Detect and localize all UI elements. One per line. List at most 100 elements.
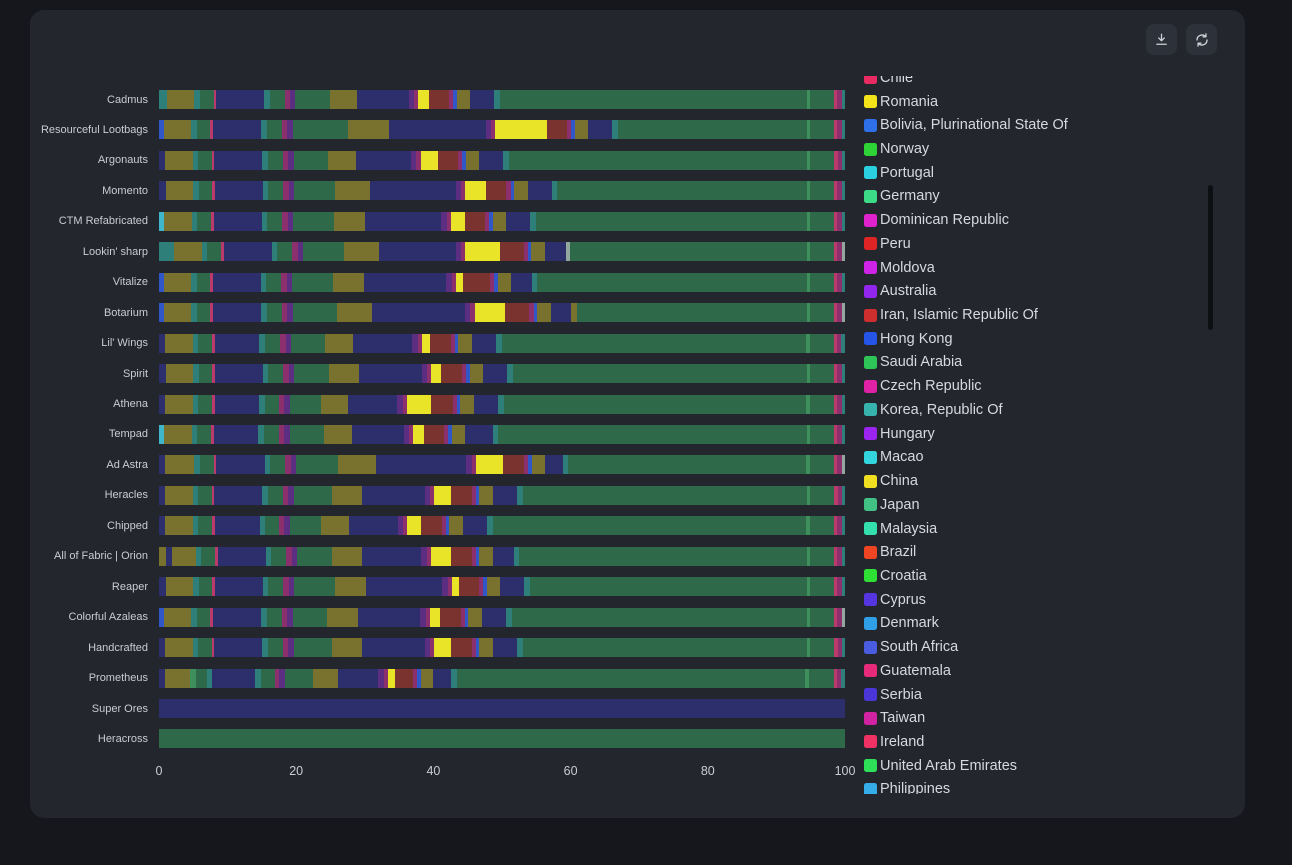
bar-segment[interactable] <box>285 333 292 353</box>
legend-item[interactable]: Macao <box>860 446 1228 470</box>
bar-segment[interactable] <box>214 150 263 170</box>
bar-segment[interactable] <box>806 516 810 536</box>
bar-segment[interactable] <box>810 272 835 292</box>
bar-segment[interactable] <box>837 455 842 475</box>
bar-segment[interactable] <box>617 120 807 140</box>
bar-segment[interactable] <box>355 150 411 170</box>
bar-segment[interactable] <box>371 303 465 323</box>
bar-segment[interactable] <box>207 242 221 262</box>
bar-segment[interactable] <box>426 546 431 566</box>
bar-segment[interactable] <box>165 516 193 536</box>
bar-segment[interactable] <box>292 242 298 262</box>
bar-segment[interactable] <box>494 272 498 292</box>
bar-segment[interactable] <box>191 272 197 292</box>
bar-segment[interactable] <box>531 272 538 292</box>
bar-segment[interactable] <box>420 150 438 170</box>
bar-segment[interactable] <box>472 333 497 353</box>
bar-segment[interactable] <box>533 303 537 323</box>
bar-segment[interactable] <box>557 181 807 201</box>
bar-segment[interactable] <box>485 211 490 231</box>
legend-item[interactable]: Germany <box>860 185 1228 209</box>
bar-segment[interactable] <box>159 424 165 444</box>
bar-segment[interactable] <box>369 181 456 201</box>
bar-segment[interactable] <box>198 333 212 353</box>
bar-segment[interactable] <box>331 546 363 566</box>
bar-segment[interactable] <box>216 90 265 109</box>
bar-segment[interactable] <box>834 90 838 109</box>
bar-segment[interactable] <box>612 120 618 140</box>
bar-segment[interactable] <box>290 90 296 109</box>
bar-segment[interactable] <box>196 607 211 627</box>
bar-segment[interactable] <box>428 90 450 109</box>
bar-segment[interactable] <box>293 211 335 231</box>
bar-segment[interactable] <box>344 242 379 262</box>
bar-segment[interactable] <box>266 303 282 323</box>
bar-segment[interactable] <box>834 242 838 262</box>
bar-segment[interactable] <box>524 455 529 475</box>
bar-segment[interactable] <box>810 607 835 627</box>
bar-segment[interactable] <box>465 242 500 262</box>
bar-segment[interactable] <box>216 455 265 475</box>
bar-segment[interactable] <box>159 729 845 749</box>
bar-segment[interactable] <box>841 181 845 201</box>
legend-item[interactable]: Brazil <box>860 540 1228 564</box>
bar-segment[interactable] <box>449 516 464 536</box>
stacked-bar[interactable] <box>159 272 845 292</box>
legend-item[interactable]: Cyprus <box>860 588 1228 612</box>
stacked-bar[interactable] <box>159 546 845 566</box>
bar-segment[interactable] <box>220 242 224 262</box>
bar-segment[interactable] <box>259 516 266 536</box>
bar-segment[interactable] <box>223 242 272 262</box>
bar-segment[interactable] <box>215 546 218 566</box>
bar-segment[interactable] <box>335 577 367 597</box>
bar-segment[interactable] <box>191 303 197 323</box>
bar-segment[interactable] <box>416 150 421 170</box>
bar-segment[interactable] <box>292 272 334 292</box>
legend-item[interactable]: Iran, Islamic Republic Of <box>860 303 1228 327</box>
bar-segment[interactable] <box>198 638 212 658</box>
bar-segment[interactable] <box>500 577 525 597</box>
bar-segment[interactable] <box>351 424 404 444</box>
bar-segment[interactable] <box>163 272 192 292</box>
bar-segment[interactable] <box>284 668 314 688</box>
bar-segment[interactable] <box>262 485 268 505</box>
bar-segment[interactable] <box>482 607 507 627</box>
bar-segment[interactable] <box>378 242 456 262</box>
bar-segment[interactable] <box>266 272 282 292</box>
bar-segment[interactable] <box>503 150 509 170</box>
bar-segment[interactable] <box>387 668 395 688</box>
bar-segment[interactable] <box>214 638 263 658</box>
bar-segment[interactable] <box>213 455 217 475</box>
bar-segment[interactable] <box>278 516 285 536</box>
bar-segment[interactable] <box>841 668 845 688</box>
bar-segment[interactable] <box>262 150 268 170</box>
bar-segment[interactable] <box>291 546 298 566</box>
bar-segment[interactable] <box>412 668 418 688</box>
bar-segment[interactable] <box>546 120 568 140</box>
bar-segment[interactable] <box>471 638 476 658</box>
bar-segment[interactable] <box>588 120 613 140</box>
bar-segment[interactable] <box>834 577 838 597</box>
bar-segment[interactable] <box>461 242 466 262</box>
bar-segment[interactable] <box>498 424 807 444</box>
bar-segment[interactable] <box>282 211 288 231</box>
bar-segment[interactable] <box>198 181 213 201</box>
stacked-bar[interactable] <box>159 638 845 658</box>
stacked-bar[interactable] <box>159 364 845 384</box>
bar-segment[interactable] <box>833 394 838 414</box>
bar-segment[interactable] <box>193 181 199 201</box>
bar-segment[interactable] <box>165 394 193 414</box>
bar-segment[interactable] <box>165 455 195 475</box>
bar-segment[interactable] <box>479 638 494 658</box>
bar-segment[interactable] <box>159 120 164 140</box>
bar-segment[interactable] <box>288 638 294 658</box>
bar-segment[interactable] <box>261 211 268 231</box>
legend-item[interactable]: Romania <box>860 90 1228 114</box>
bar-segment[interactable] <box>267 211 283 231</box>
bar-segment[interactable] <box>337 303 372 323</box>
bar-segment[interactable] <box>198 394 212 414</box>
bar-segment[interactable] <box>259 394 265 414</box>
bar-segment[interactable] <box>837 577 842 597</box>
bar-segment[interactable] <box>214 394 260 414</box>
bar-segment[interactable] <box>456 394 461 414</box>
